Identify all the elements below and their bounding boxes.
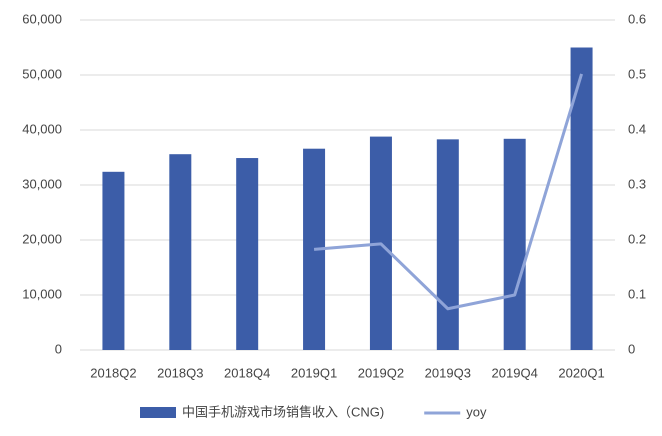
y-tick-label: 30,000 bbox=[22, 176, 62, 191]
x-tick-label: 2018Q3 bbox=[157, 365, 203, 380]
y-tick-label: 50,000 bbox=[22, 66, 62, 81]
y2-tick-label: 0.4 bbox=[628, 121, 646, 136]
y2-tick-label: 0.1 bbox=[628, 286, 646, 301]
y2-tick-label: 0.6 bbox=[628, 11, 646, 26]
x-tick-label: 2018Q4 bbox=[224, 365, 270, 380]
y-tick-label: 40,000 bbox=[22, 121, 62, 136]
x-tick-label: 2020Q1 bbox=[558, 365, 604, 380]
y-tick-label: 0 bbox=[55, 341, 62, 356]
bar bbox=[102, 171, 125, 350]
legend-swatch bbox=[140, 407, 176, 418]
x-tick-label: 2019Q2 bbox=[358, 365, 404, 380]
y-tick-label: 10,000 bbox=[22, 286, 62, 301]
x-tick-label: 2019Q3 bbox=[425, 365, 471, 380]
y2-tick-label: 0.3 bbox=[628, 176, 646, 191]
x-tick-label: 2019Q4 bbox=[492, 365, 538, 380]
y-tick-label: 20,000 bbox=[22, 231, 62, 246]
bar bbox=[436, 139, 459, 350]
y2-tick-label: 0.2 bbox=[628, 231, 646, 246]
y2-tick-label: 0.5 bbox=[628, 66, 646, 81]
x-tick-label: 2019Q1 bbox=[291, 365, 337, 380]
bar bbox=[503, 138, 526, 350]
legend-label: yoy bbox=[466, 404, 487, 419]
x-tick-label: 2018Q2 bbox=[90, 365, 136, 380]
bar bbox=[169, 154, 192, 350]
legend-label: 中国手机游戏市场销售收入（CNG) bbox=[182, 404, 384, 419]
bar bbox=[570, 47, 593, 350]
bar bbox=[236, 158, 259, 350]
line bbox=[313, 73, 583, 311]
y2-tick-label: 0 bbox=[628, 341, 635, 356]
y-tick-label: 60,000 bbox=[22, 11, 62, 26]
